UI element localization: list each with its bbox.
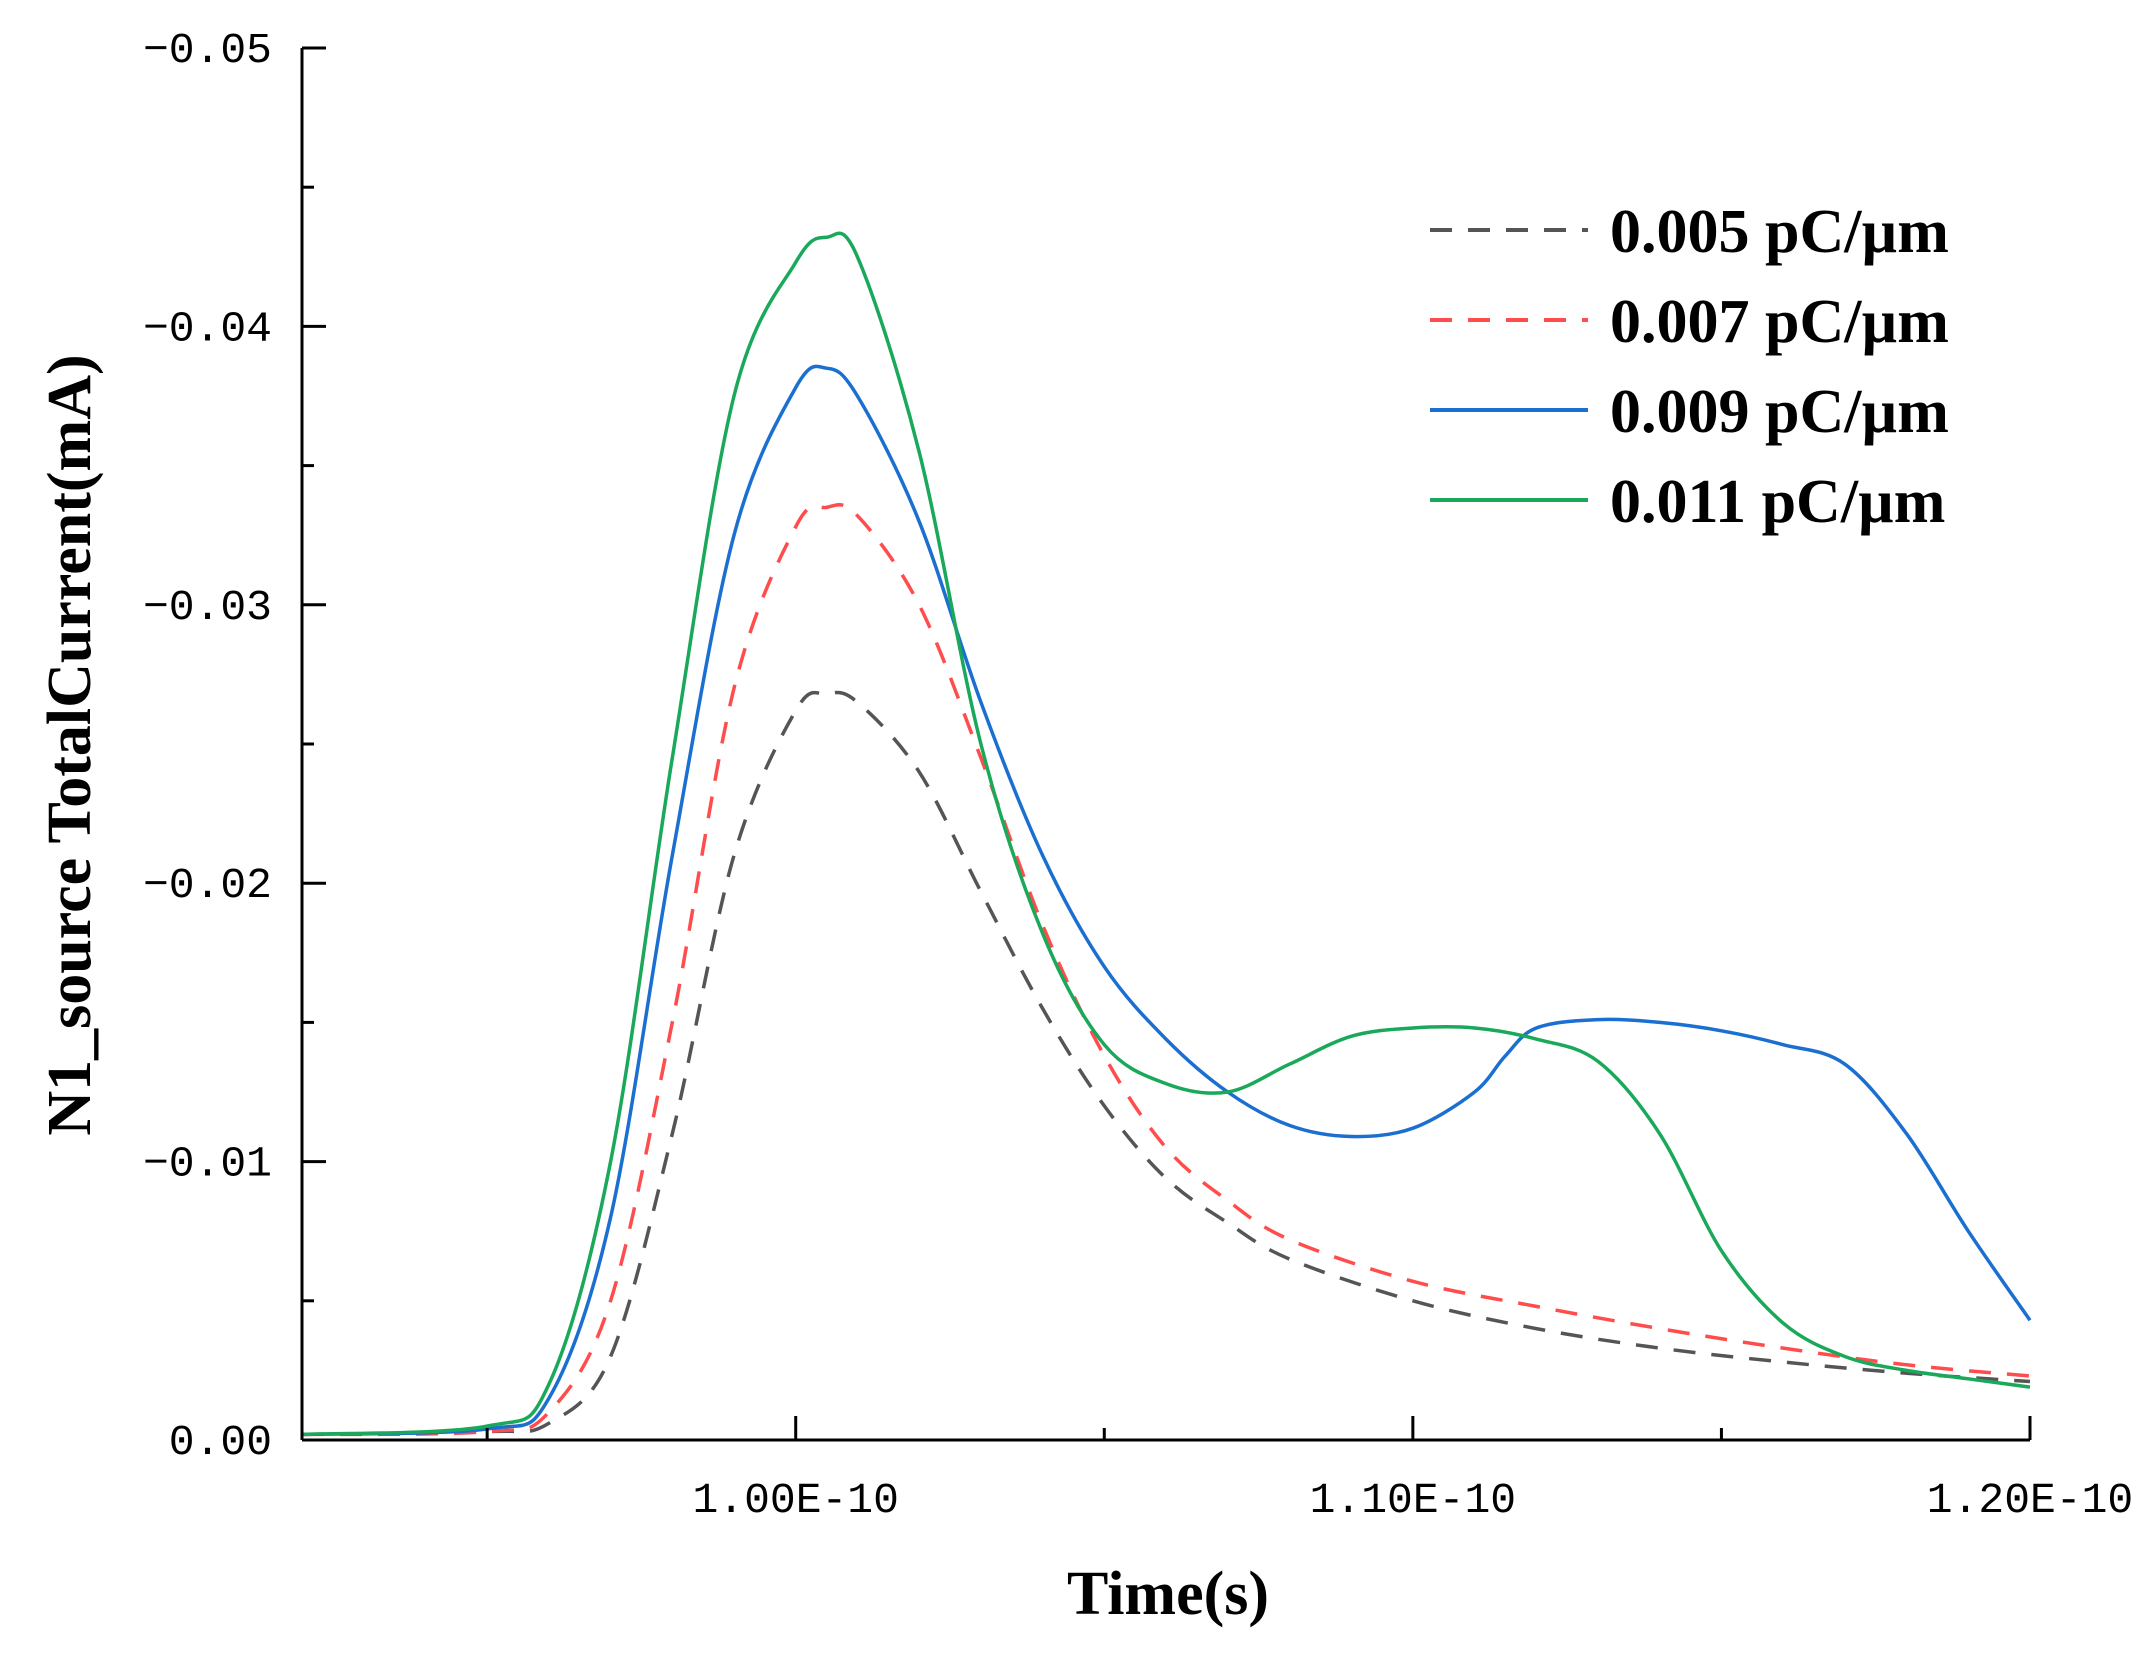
legend-label-3: 0.009 pC/µm: [1610, 378, 1949, 446]
y-tick-label: −0.02: [143, 861, 272, 910]
legend-label-2: 0.007 pC/µm: [1610, 288, 1949, 356]
legend: 0.005 pC/µm 0.007 pC/µm 0.009 pC/µm 0.011 p…: [1430, 198, 1949, 536]
y-tick-label: −0.05: [143, 26, 272, 75]
legend-label-4: 0.011 pC/µm: [1610, 468, 1945, 536]
y-axis-title: N1_source TotalCurrent(mA): [36, 354, 104, 1135]
x-axis-title: Time(s): [1067, 1560, 1269, 1628]
y-tick-label: −0.01: [143, 1140, 272, 1189]
series-line-1: [301, 690, 2031, 1437]
legend-label-1: 0.005 pC/µm: [1610, 198, 1949, 266]
series-line-2: [301, 503, 2031, 1437]
x-tick-label: 1.20E-10: [1927, 1476, 2133, 1525]
x-tick-label: 1.00E-10: [692, 1476, 898, 1525]
axes: 0.00 −0.01 −0.02 −0.03 −0.04 −0.05 1.00E-10 1.1…: [143, 26, 2133, 1525]
y-tick-label: 0.00: [169, 1418, 272, 1467]
series-line-4: [301, 231, 2031, 1437]
x-tick-label: 1.10E-10: [1310, 1476, 1516, 1525]
series-line-3: [301, 364, 2032, 1437]
series-layer: [301, 231, 2032, 1437]
y-tick-label: −0.04: [143, 304, 272, 353]
y-tick-label: −0.03: [143, 583, 272, 632]
